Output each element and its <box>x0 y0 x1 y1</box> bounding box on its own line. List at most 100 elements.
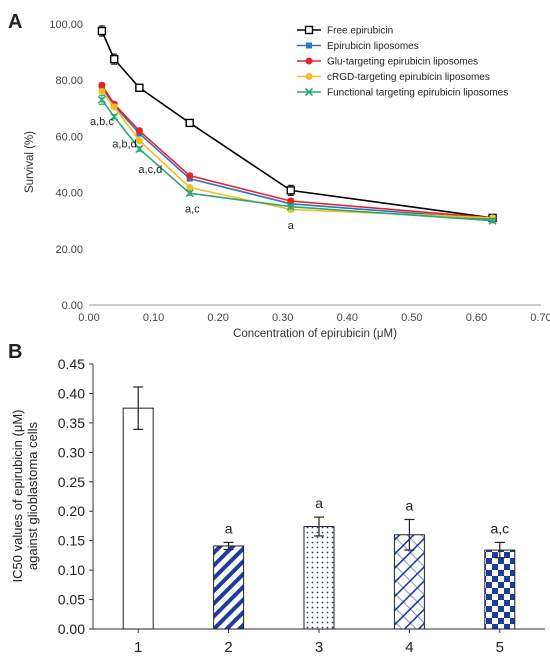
a-point <box>97 26 107 36</box>
a-point <box>135 83 144 92</box>
b-bar <box>484 549 516 630</box>
a-x-ticks: 0.00 0.10 0.20 0.30 0.40 0.50 0.60 0.70 <box>78 312 550 324</box>
b-y-axis-title-line2: against glioblastoma cells <box>25 421 40 570</box>
a-point <box>185 118 194 128</box>
a-x-tick-label: 0.50 <box>401 312 422 324</box>
b-bar-2: a <box>213 520 245 630</box>
a-point <box>186 184 194 192</box>
a-annotation: a,c <box>185 203 200 215</box>
a-y-axis-title: Survival (%) <box>24 131 36 193</box>
a-legend-marker <box>304 87 314 97</box>
b-bar-label: a <box>406 497 414 513</box>
b-y-tick-label: 0.10 <box>58 562 85 578</box>
a-annotations: a,b,c a,b,d a,c,d a,c a <box>90 116 295 232</box>
a-series-group <box>97 25 497 225</box>
a-point <box>488 216 497 225</box>
a-y-tick-label: 0.00 <box>62 300 83 312</box>
a-series-line <box>101 90 493 219</box>
b-y-tick-label: 0.15 <box>58 533 85 549</box>
b-y-tick-label: 0.05 <box>58 592 85 608</box>
a-annotation: a <box>288 220 295 232</box>
a-x-tick-label: 0.30 <box>272 312 293 324</box>
a-series-1 <box>97 25 497 223</box>
b-x-tick-label: 4 <box>405 639 413 656</box>
a-y-tick-label: 40.00 <box>55 188 83 200</box>
b-bar-3: a <box>303 495 335 630</box>
a-legend: Free epirubicin Epirubicin liposomes Glu-t… <box>297 26 508 99</box>
b-bar-label: a <box>315 495 323 511</box>
a-point <box>109 54 119 64</box>
a-legend-label: Epirubicin liposomes <box>327 41 419 52</box>
b-bars-group: a a a a,c <box>122 386 516 630</box>
a-legend-marker <box>305 57 313 65</box>
a-point <box>135 144 144 154</box>
b-x-ticks: 1 2 3 4 5 <box>134 629 504 656</box>
a-series-5 <box>97 94 497 225</box>
a-legend-label: Glu-targeting epirubicin liposomes <box>327 57 478 68</box>
b-y-tick-label: 0.20 <box>58 503 85 519</box>
chart-b: 0.00 0.05 0.10 0.15 0.20 0.25 0.30 0.35 0.40 0.45… <box>10 356 545 656</box>
a-legend-label: Free epirubicin <box>327 26 393 37</box>
a-y-tick-label: 20.00 <box>55 244 83 256</box>
panel-label-b: B <box>8 341 22 363</box>
a-x-tick-label: 0.70 <box>530 312 550 324</box>
b-y-tick-label: 0.25 <box>58 474 85 490</box>
a-point <box>186 172 194 180</box>
a-x-tick-label: 0.40 <box>337 312 358 324</box>
a-point <box>286 186 295 195</box>
a-legend-marker <box>304 25 314 35</box>
a-legend-item: Functional targeting epirubicin liposome… <box>297 88 508 99</box>
a-point <box>110 103 118 111</box>
b-bar-5: a,c <box>484 520 516 630</box>
a-legend-item: Glu-targeting epirubicin liposomes <box>297 57 478 68</box>
b-y-tick-label: 0.30 <box>58 444 85 460</box>
a-series-line <box>101 86 493 221</box>
a-annotation: a,c,d <box>138 164 162 176</box>
a-x-tick-label: 0.10 <box>143 312 164 324</box>
panel-label-a: A <box>8 11 22 33</box>
a-series-3 <box>98 81 497 222</box>
a-point <box>110 112 119 121</box>
a-x-tick-label: 0.20 <box>207 312 228 324</box>
a-y-tick-label: 60.00 <box>55 131 83 143</box>
a-legend-item: cRGD-targeting epirubicin liposomes <box>297 72 490 83</box>
b-y-axis-title-line1: IC50 values of epirubicin (μM) <box>10 410 25 583</box>
b-bar-4: a <box>393 497 425 630</box>
b-x-tick-label: 5 <box>496 639 504 656</box>
a-point <box>135 127 143 135</box>
a-annotation: a,b,c <box>90 116 114 128</box>
a-y-tick-label: 80.00 <box>55 75 83 87</box>
b-bar <box>213 545 245 630</box>
a-y-ticks: 0.00 20.00 40.00 60.00 80.00 100.00 <box>49 19 83 312</box>
b-bar <box>303 526 335 630</box>
b-x-tick-label: 3 <box>315 639 323 656</box>
b-bar-label: a <box>225 520 233 536</box>
a-point <box>98 81 106 89</box>
b-y-tick-label: 0.45 <box>58 356 85 372</box>
a-point <box>98 87 106 95</box>
a-annotation: a,b,d <box>112 139 136 151</box>
b-y-ticks: 0.00 0.05 0.10 0.15 0.20 0.25 0.30 0.35 0.40 0.45 <box>58 356 93 637</box>
a-legend-marker <box>306 42 312 49</box>
a-x-tick-label: 0.60 <box>466 312 487 324</box>
b-y-axis-title: IC50 values of epirubicin (μM) against g… <box>10 410 40 583</box>
a-legend-marker <box>305 73 313 80</box>
a-point <box>97 95 106 104</box>
b-x-tick-label: 2 <box>224 639 232 656</box>
a-y-tick-label: 100.00 <box>49 19 83 31</box>
a-point <box>135 137 143 145</box>
a-legend-label: Functional targeting epirubicin liposome… <box>327 88 508 99</box>
b-x-tick-label: 1 <box>134 639 142 656</box>
a-series-line <box>101 84 493 219</box>
a-point <box>286 202 295 211</box>
b-bar-1 <box>122 386 154 630</box>
a-legend-label: cRGD-targeting epirubicin liposomes <box>327 72 490 83</box>
b-bar-label: a,c <box>490 520 509 536</box>
a-point <box>287 197 295 205</box>
a-legend-item: Epirubicin liposomes <box>297 41 419 52</box>
a-legend-item: Free epirubicin <box>297 26 393 37</box>
a-x-tick-label: 0.00 <box>78 312 99 324</box>
b-y-tick-label: 0.40 <box>58 385 85 401</box>
